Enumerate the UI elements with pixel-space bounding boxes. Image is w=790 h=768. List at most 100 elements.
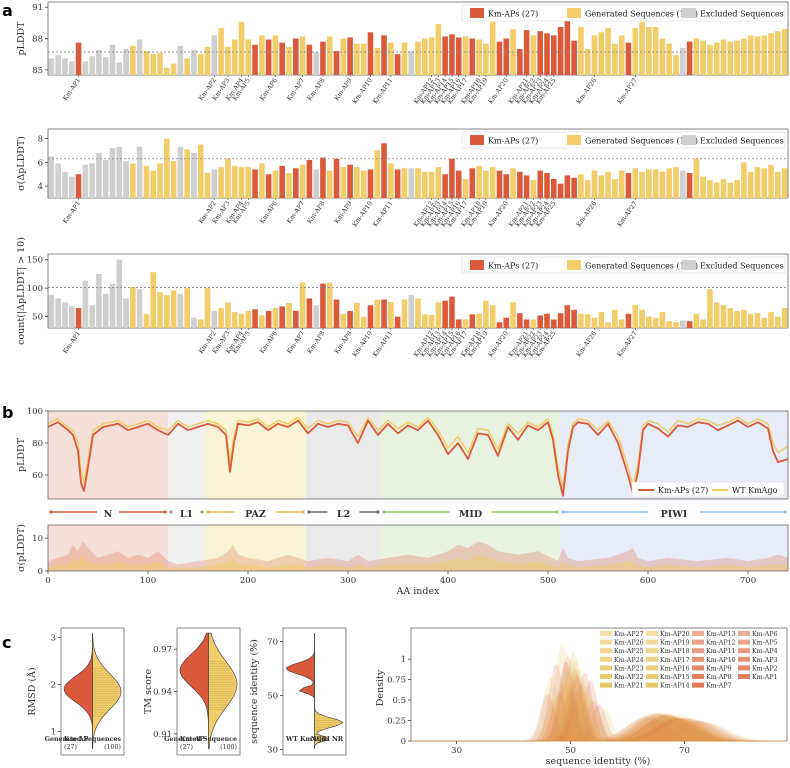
legend-swatch (600, 682, 612, 688)
bar (666, 168, 672, 198)
x-tick-label: 70 (679, 746, 690, 756)
violin-right-n: (100) (220, 744, 237, 751)
legend-label: Km-AP18 (660, 648, 690, 655)
density-curve (411, 654, 787, 742)
bar (666, 321, 672, 328)
violin-left-n: (27) (64, 744, 77, 751)
legend-label: Km-AP1 (752, 674, 778, 681)
y-axis-label: σ(pLDDT) (16, 524, 27, 572)
violin-right-label: Generated Sequence (164, 736, 237, 743)
bar (313, 169, 319, 198)
bar (367, 305, 374, 328)
series-line (47, 416, 789, 489)
legend-swatch (738, 639, 750, 645)
density-curve (411, 687, 787, 742)
bar (367, 32, 374, 75)
x-tick-label: Km-AP9 (333, 200, 353, 225)
domain-end (301, 510, 305, 514)
bar (265, 174, 272, 198)
bar (143, 165, 150, 198)
legend-swatch (600, 656, 612, 662)
legend-label: Km-AP5 (752, 640, 778, 647)
legend-label: Km-AP2 (752, 665, 778, 672)
bar (109, 148, 116, 198)
bar (197, 54, 204, 75)
legend-swatch (692, 674, 704, 679)
bar (544, 313, 550, 328)
legend-swatch (692, 648, 704, 654)
bar (204, 288, 211, 328)
bar (388, 301, 394, 328)
bar (625, 313, 632, 328)
legend-swatch (600, 674, 612, 679)
bar (299, 164, 306, 198)
bar (333, 299, 340, 328)
legend-label: Km-AP13 (706, 631, 736, 638)
y-tick-label: 80 (32, 439, 43, 449)
y-tick-label: 60 (32, 471, 43, 481)
bar (191, 49, 197, 75)
bar (381, 35, 387, 75)
bar (62, 58, 68, 75)
bar (75, 308, 82, 328)
bar (673, 167, 679, 198)
bar (204, 173, 211, 198)
bar (455, 37, 462, 75)
y-tick-label: 10 (32, 534, 43, 544)
bar (435, 302, 442, 328)
bar (707, 180, 713, 198)
bar (136, 289, 143, 328)
bar (184, 288, 190, 328)
bar (646, 27, 652, 75)
bar (89, 163, 95, 198)
x-tick-label: 100 (140, 576, 156, 586)
density-curve (411, 707, 787, 742)
bar (306, 159, 313, 198)
bar (340, 313, 347, 328)
bar (231, 312, 238, 328)
chart-c2-tm-violin: 0.91 0.94 0.97 TM score Km-AP(27)Generated S… (143, 627, 241, 756)
legend-frame (461, 256, 786, 274)
bar (102, 159, 109, 198)
legend-swatch (692, 682, 704, 688)
y-tick-label: 6 (38, 158, 43, 168)
x-tick-label: Km-AP26 (575, 77, 598, 105)
bar (544, 33, 550, 75)
bar (340, 38, 347, 75)
bar (476, 39, 482, 75)
bar (394, 316, 401, 328)
bar (584, 314, 591, 328)
bar (483, 170, 489, 198)
bar (197, 319, 204, 328)
bar (435, 167, 442, 198)
bar (720, 178, 727, 198)
bar (394, 169, 401, 198)
bar (306, 44, 313, 75)
bar (367, 169, 374, 198)
bar (293, 310, 299, 328)
bar (659, 312, 666, 328)
density-curve (411, 667, 787, 742)
bar (761, 35, 768, 75)
bar (279, 306, 286, 328)
bar (157, 163, 163, 198)
violin-half (208, 632, 238, 750)
density-curve (411, 690, 787, 742)
bar (102, 293, 109, 328)
domain-band (306, 525, 381, 571)
bar (96, 152, 102, 198)
bar (388, 42, 394, 75)
x-tick-label: Km-AP11 (372, 330, 395, 358)
density-curve (411, 679, 787, 742)
bar (55, 163, 61, 198)
legend-swatch (646, 648, 658, 654)
bar (48, 294, 55, 328)
bar (673, 322, 679, 328)
legend-label-gen: Generated Sequences (100) (585, 10, 698, 19)
bar (496, 170, 503, 198)
bar (496, 322, 503, 328)
domain-end (783, 510, 787, 514)
legend-label-gen: Generated Sequences (100) (585, 262, 698, 271)
bar (218, 167, 224, 198)
